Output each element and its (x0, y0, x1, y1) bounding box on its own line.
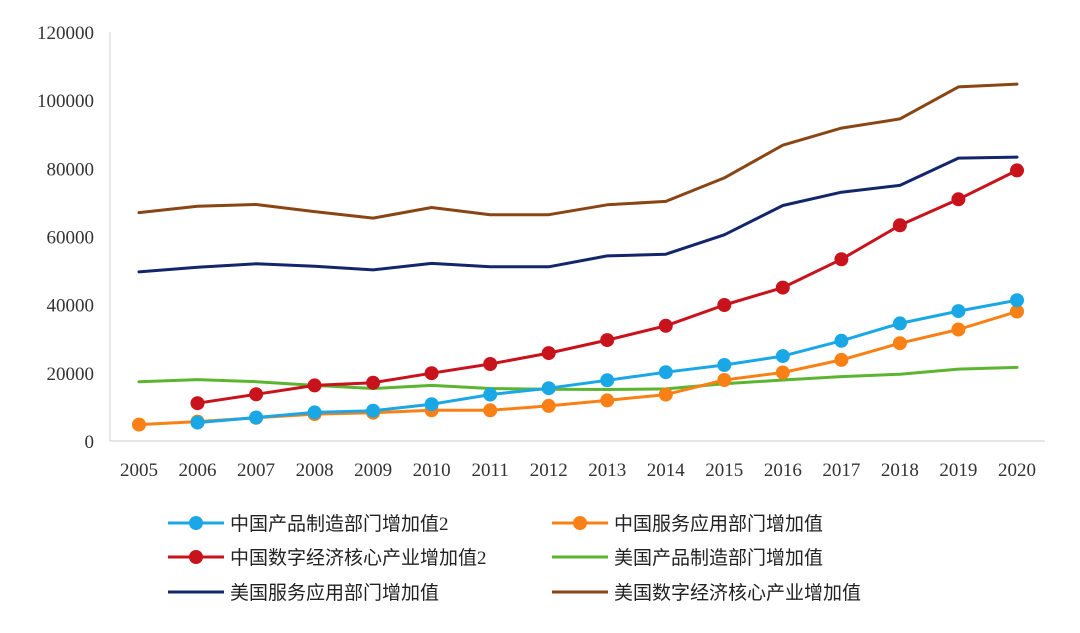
series-5 (137, 155, 1019, 274)
series-4 (137, 365, 1019, 391)
data-point (132, 417, 146, 432)
legend-label: 中国数字经济核心产业增加值2 (230, 547, 487, 569)
legend-item: 美国产品制造部门增加值 (552, 547, 823, 569)
x-tick-label: 2013 (588, 460, 626, 481)
data-point (541, 346, 556, 361)
y-tick-label: 120000 (37, 23, 94, 44)
legend-label: 美国服务应用部门增加值 (230, 582, 439, 604)
y-tick-label: 100000 (37, 91, 94, 112)
legend-label: 美国产品制造部门增加值 (614, 547, 823, 569)
x-tick-labels: 2005 2006 2007 2008 2009 2010 2011 2012 2013 2014… (120, 460, 1036, 481)
data-point (658, 365, 673, 380)
legend-label: 中国产品制造部门增加值2 (230, 513, 449, 535)
legend-item: 中国数字经济核心产业增加值2 (168, 547, 487, 569)
legend-swatch-marker (573, 516, 587, 530)
legend-item: 美国服务应用部门增加值 (168, 582, 439, 604)
data-point (600, 373, 615, 388)
data-point (834, 352, 849, 367)
data-point (249, 387, 264, 402)
data-point (424, 397, 439, 412)
data-point (658, 318, 673, 333)
y-tick-labels: 0 20000 40000 60000 80000 100000 120000 (37, 23, 94, 453)
legend-swatch-marker (189, 516, 203, 530)
data-point (951, 322, 966, 337)
x-tick-label: 2007 (237, 460, 275, 481)
data-point (775, 365, 790, 380)
data-point (658, 387, 673, 402)
series-line (137, 82, 1019, 220)
data-point (190, 415, 205, 430)
x-tick-label: 2009 (354, 460, 392, 481)
series-2 (132, 304, 1024, 432)
y-tick-label: 80000 (47, 159, 95, 180)
series-1 (190, 293, 1024, 430)
data-point (307, 378, 322, 393)
series-line (137, 155, 1019, 274)
data-point (1010, 293, 1024, 308)
data-point (834, 333, 849, 348)
data-point (483, 403, 498, 418)
data-point (892, 316, 907, 331)
x-tick-label: 2020 (998, 460, 1036, 481)
data-point (717, 358, 732, 372)
x-tick-label: 2014 (647, 460, 686, 481)
data-point (1010, 304, 1024, 319)
data-point (366, 375, 381, 390)
data-point (1010, 163, 1024, 178)
x-tick-label: 2018 (881, 460, 919, 481)
y-tick-label: 20000 (47, 364, 95, 385)
data-point (951, 192, 966, 207)
series-6 (137, 82, 1019, 220)
data-point (600, 393, 615, 408)
legend-swatch-marker (189, 550, 203, 564)
data-point (892, 336, 907, 351)
data-point (541, 381, 556, 396)
data-point (424, 366, 439, 381)
legend-item: 中国服务应用部门增加值 (552, 513, 823, 535)
legend-label: 美国数字经济核心产业增加值 (614, 582, 861, 604)
data-point (834, 252, 849, 267)
data-point (249, 410, 264, 425)
data-point (600, 333, 615, 348)
data-point (892, 218, 907, 233)
data-point (951, 304, 966, 319)
x-tick-label: 2011 (472, 460, 509, 481)
axes (109, 32, 1045, 442)
data-point (366, 403, 381, 418)
x-tick-label: 2019 (939, 460, 977, 481)
data-point (307, 405, 322, 420)
data-point (483, 357, 498, 371)
series-3 (190, 163, 1024, 411)
data-point (190, 396, 205, 411)
data-point (717, 373, 732, 387)
x-tick-label: 2017 (822, 460, 860, 481)
y-tick-label: 40000 (47, 296, 95, 317)
x-tick-label: 2005 (120, 460, 158, 481)
y-tick-label: 60000 (47, 228, 95, 249)
series-layer (132, 82, 1024, 432)
legend-item: 中国产品制造部门增加值2 (168, 513, 449, 535)
x-tick-label: 2012 (530, 460, 568, 481)
x-tick-label: 2010 (413, 460, 451, 481)
x-tick-label: 2015 (705, 460, 743, 481)
data-point (775, 349, 790, 364)
x-tick-label: 2008 (296, 460, 334, 481)
data-point (775, 280, 790, 295)
x-tick-label: 2016 (764, 460, 802, 481)
data-point (717, 298, 732, 312)
series-line (137, 365, 1019, 391)
data-point (483, 387, 498, 402)
x-tick-label: 2006 (179, 460, 217, 481)
y-tick-label: 0 (85, 432, 95, 453)
data-point (541, 398, 556, 413)
legend-label: 中国服务应用部门增加值 (614, 513, 823, 535)
legend-item: 美国数字经济核心产业增加值 (552, 582, 861, 604)
